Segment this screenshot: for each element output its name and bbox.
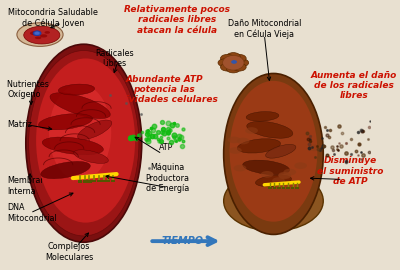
Bar	[87, 180, 92, 183]
Ellipse shape	[74, 150, 108, 163]
Ellipse shape	[278, 172, 291, 178]
Bar	[282, 187, 285, 189]
Ellipse shape	[278, 173, 291, 179]
Ellipse shape	[256, 175, 292, 187]
Ellipse shape	[49, 84, 111, 181]
Ellipse shape	[245, 127, 258, 134]
Ellipse shape	[29, 50, 139, 236]
Ellipse shape	[235, 59, 249, 67]
Ellipse shape	[228, 137, 240, 143]
Ellipse shape	[284, 169, 296, 176]
Ellipse shape	[36, 58, 135, 223]
Ellipse shape	[232, 55, 246, 62]
Bar	[277, 187, 281, 189]
Text: Relativamente pocos
radicales libres
atacan la célula: Relativamente pocos radicales libres ata…	[124, 5, 230, 35]
Bar	[101, 180, 106, 183]
Text: Aumenta el daño
de los radicales
libres: Aumenta el daño de los radicales libres	[310, 71, 397, 100]
Bar	[92, 180, 96, 183]
Bar	[78, 180, 82, 183]
Ellipse shape	[35, 32, 40, 35]
Text: Máquina
Productora
de Energía: Máquina Productora de Energía	[146, 163, 190, 193]
Ellipse shape	[308, 144, 321, 151]
Ellipse shape	[26, 44, 142, 242]
Bar	[111, 180, 115, 182]
Ellipse shape	[223, 55, 244, 70]
Bar	[97, 180, 101, 183]
Ellipse shape	[226, 53, 240, 60]
Bar	[83, 180, 87, 183]
Ellipse shape	[224, 171, 323, 231]
Ellipse shape	[42, 137, 104, 155]
Text: Daño Mitocondrial
en Célula Vieja: Daño Mitocondrial en Célula Vieja	[228, 19, 301, 39]
Text: TIEMPO: TIEMPO	[161, 236, 203, 246]
Text: Radicales
Libres: Radicales Libres	[96, 49, 134, 68]
Ellipse shape	[44, 31, 50, 34]
Ellipse shape	[237, 138, 250, 144]
Ellipse shape	[40, 34, 47, 38]
Bar	[295, 187, 299, 189]
Bar	[291, 187, 294, 189]
Bar	[272, 187, 276, 189]
Ellipse shape	[230, 81, 317, 222]
Bar	[286, 187, 290, 189]
Ellipse shape	[246, 112, 279, 121]
Ellipse shape	[272, 177, 285, 184]
Text: Abundante ATP
potencia las
actividades celulares: Abundante ATP potencia las actividades c…	[110, 75, 218, 104]
Ellipse shape	[35, 36, 42, 39]
Ellipse shape	[50, 93, 110, 119]
Ellipse shape	[17, 23, 63, 46]
Text: Nutrientes y
Oxígeno: Nutrientes y Oxígeno	[7, 80, 56, 99]
Ellipse shape	[24, 26, 60, 44]
Text: Disminuye
el suministro
de ATP: Disminuye el suministro de ATP	[317, 157, 383, 186]
Ellipse shape	[224, 73, 323, 234]
Ellipse shape	[243, 160, 290, 175]
Ellipse shape	[220, 63, 234, 71]
Ellipse shape	[41, 161, 90, 179]
Ellipse shape	[266, 144, 296, 158]
Ellipse shape	[231, 60, 237, 64]
Ellipse shape	[226, 65, 240, 73]
Text: ATP: ATP	[159, 143, 173, 152]
Ellipse shape	[232, 63, 246, 71]
Bar	[268, 187, 272, 189]
Ellipse shape	[220, 55, 234, 62]
Text: Mitocondria Saludable
de Célula Joven: Mitocondria Saludable de Célula Joven	[8, 8, 98, 28]
Ellipse shape	[33, 31, 41, 36]
Text: Complejos
Moleculares: Complejos Moleculares	[45, 242, 93, 262]
Ellipse shape	[38, 114, 92, 130]
Ellipse shape	[237, 139, 280, 153]
Ellipse shape	[294, 162, 307, 169]
Ellipse shape	[30, 31, 39, 35]
Ellipse shape	[229, 147, 242, 154]
Ellipse shape	[234, 165, 246, 171]
Ellipse shape	[218, 59, 232, 67]
Ellipse shape	[58, 84, 95, 95]
Ellipse shape	[78, 120, 112, 140]
Ellipse shape	[261, 171, 274, 178]
Text: Membrana
Interna: Membrana Interna	[7, 176, 50, 196]
Text: DNA
Mitocondrial: DNA Mitocondrial	[7, 203, 57, 223]
Bar	[106, 180, 110, 183]
Ellipse shape	[247, 122, 293, 138]
Text: Matriz: Matriz	[7, 120, 32, 129]
